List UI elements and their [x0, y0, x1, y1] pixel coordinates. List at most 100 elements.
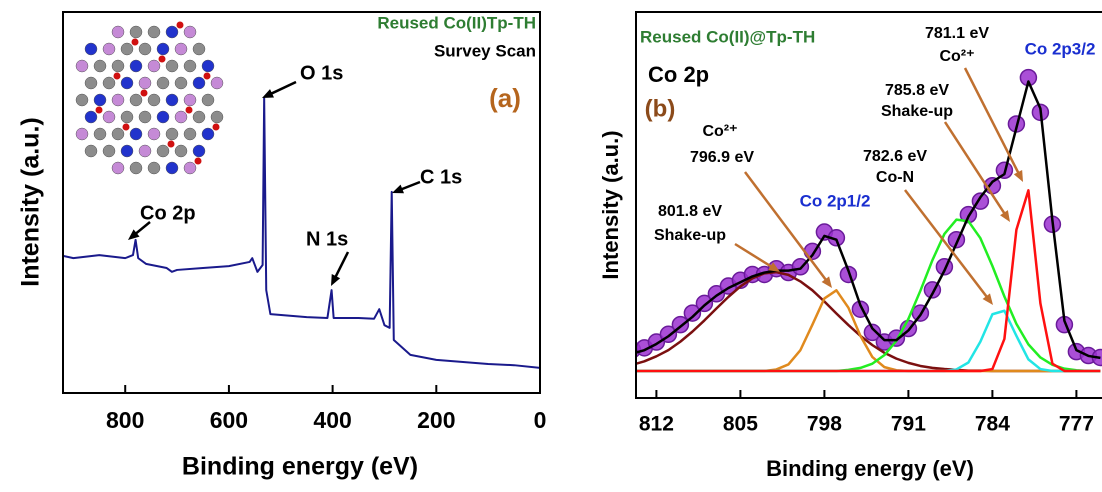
structure-atom	[147, 93, 161, 107]
structure-atom	[212, 123, 220, 131]
annotation: 781.1 eV	[925, 25, 989, 42]
x-tick-label: 0	[534, 407, 547, 433]
structure-atom	[183, 161, 197, 175]
annotation: Co²⁺	[939, 48, 974, 65]
plot-area	[63, 97, 540, 369]
structure-atom	[95, 106, 103, 114]
structure-atom	[183, 25, 197, 39]
arrow-shaft	[963, 67, 1021, 177]
structure-atom	[183, 59, 197, 73]
structure-atom	[120, 42, 134, 56]
structure-atom	[156, 42, 170, 56]
structure-atom	[147, 161, 161, 175]
structure-atom	[174, 42, 188, 56]
structure-atom	[167, 140, 175, 148]
structure-atom	[129, 161, 143, 175]
structure-atom	[165, 59, 179, 73]
structure-atom	[174, 76, 188, 90]
structure-atom	[102, 76, 116, 90]
arrow-head	[768, 262, 780, 272]
structure-atom	[165, 127, 179, 141]
x-tick-label: 600	[210, 407, 248, 433]
series-line	[636, 270, 1101, 373]
y-axis-title: Intensity (a.u.)	[17, 117, 45, 286]
structure-atom	[156, 76, 170, 90]
panel-label: (b)	[645, 95, 676, 122]
x-tick-label: 400	[313, 407, 351, 433]
structure-atom	[183, 93, 197, 107]
structure-atom	[102, 42, 116, 56]
structure-atom	[147, 59, 161, 73]
structure-atom	[84, 42, 98, 56]
series-line	[636, 189, 1101, 373]
structure-atom	[93, 127, 107, 141]
structure-atom	[75, 93, 89, 107]
annotation: Co 2p	[140, 202, 196, 224]
structure-atom	[111, 25, 125, 39]
structure-atom	[129, 25, 143, 39]
annotation: 796.9 eV	[690, 149, 754, 166]
structure-atom	[176, 21, 184, 29]
x-axis-title: Binding energy (eV)	[766, 456, 974, 481]
x-tick-label: 791	[891, 413, 926, 436]
data-point	[683, 304, 702, 322]
annotation: Co 2p1/2	[800, 191, 871, 210]
arrow-shaft	[734, 242, 775, 270]
x-tick-label: 800	[106, 407, 144, 433]
annotation: Co-N	[876, 169, 914, 186]
structure-atom	[192, 76, 206, 90]
plot-frame	[635, 11, 1102, 399]
annotation: Co²⁺	[702, 123, 737, 140]
structure-atom	[192, 144, 206, 158]
structure-atom	[185, 106, 193, 114]
x-tick-label: 200	[417, 407, 455, 433]
structure-atom	[201, 93, 215, 107]
structure-atom	[138, 76, 152, 90]
arrow-shaft	[904, 189, 990, 301]
structure-atom	[111, 59, 125, 73]
annotation: O 1s	[300, 62, 343, 84]
chart-title: Reused Co(II)Tp-TH	[377, 13, 536, 32]
plot-area	[636, 68, 1102, 373]
structure-atom	[194, 157, 202, 165]
y-axis-title: Intensity (a.u.)	[598, 130, 623, 279]
annotation: 785.8 eV	[885, 82, 949, 99]
annotation: 782.6 eV	[863, 148, 927, 165]
structure-atom	[131, 38, 139, 46]
structure-atom	[84, 76, 98, 90]
arrow-head	[331, 274, 341, 286]
structure-atom	[147, 25, 161, 39]
annotation: Co 2p3/2	[1025, 39, 1096, 58]
annotation: Shake-up	[654, 227, 726, 244]
structure-atom	[129, 127, 143, 141]
structure-atom	[138, 110, 152, 124]
structure-atom	[129, 59, 143, 73]
x-tick-label: 798	[807, 413, 842, 436]
structure-atom	[75, 59, 89, 73]
structure-atom	[156, 110, 170, 124]
structure-atom	[111, 127, 125, 141]
x-axis-title: Binding energy (eV)	[182, 453, 418, 481]
series-line	[636, 80, 1101, 360]
x-tick-label: 812	[639, 413, 674, 436]
structure-atom	[165, 93, 179, 107]
x-tick-label: 784	[975, 413, 1010, 436]
annotation: C 1s	[420, 166, 462, 188]
structure-atom	[84, 144, 98, 158]
structure-atom	[93, 93, 107, 107]
structure-atom	[120, 110, 134, 124]
series-line	[63, 97, 540, 369]
annotation: N 1s	[306, 228, 348, 250]
structure-atom	[113, 72, 121, 80]
chart-subtitle: Co 2p	[648, 62, 709, 87]
x-tick-label: 805	[723, 413, 758, 436]
structure-atom	[174, 110, 188, 124]
structure-atom	[183, 127, 197, 141]
structure-atom	[120, 144, 134, 158]
structure-atom	[111, 93, 125, 107]
chart-subtitle: Survey Scan	[434, 41, 536, 60]
structure-atom	[138, 42, 152, 56]
chart-title: Reused Co(II)@Tp-TH	[640, 27, 815, 46]
structure-atom	[201, 59, 215, 73]
